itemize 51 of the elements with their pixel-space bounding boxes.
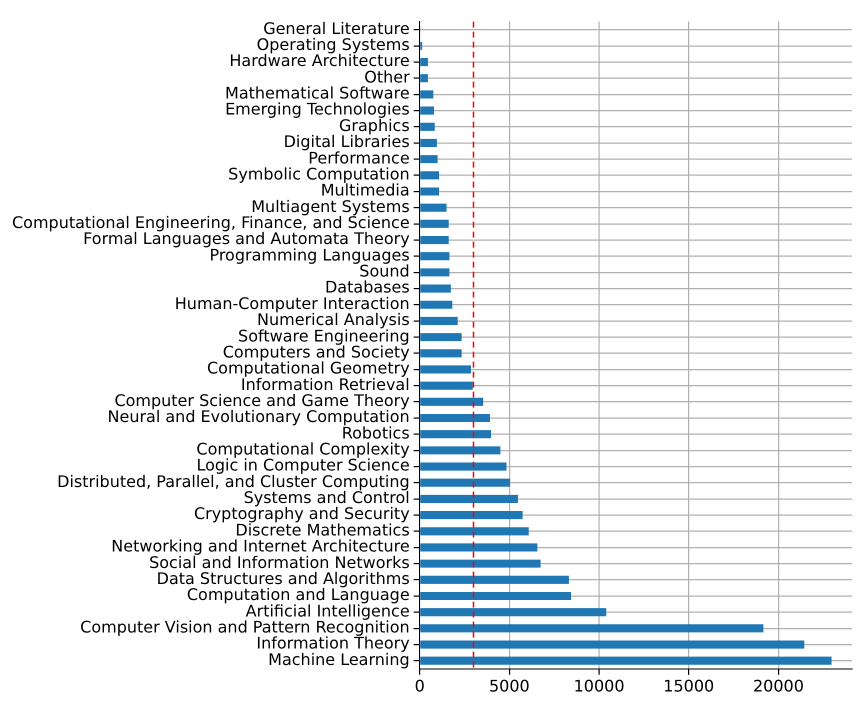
bar — [420, 640, 804, 649]
bar — [420, 560, 541, 568]
y-tick-label: Other — [364, 67, 410, 86]
bar — [420, 511, 523, 520]
bar — [420, 543, 538, 552]
bar — [420, 252, 450, 260]
bar — [420, 138, 437, 147]
x-tick-label: 15000 — [663, 676, 714, 696]
bar — [420, 656, 832, 665]
bar — [420, 349, 462, 358]
bar — [420, 122, 435, 131]
bar — [420, 527, 529, 536]
y-tick-label: Networking and Internet Architecture — [111, 536, 410, 556]
y-tick-label: Computational Complexity — [196, 440, 410, 459]
bar — [420, 155, 438, 164]
bar — [420, 592, 572, 600]
bar — [420, 430, 492, 438]
bar — [420, 365, 471, 374]
bar — [420, 106, 434, 115]
x-tick-label: 0 — [414, 676, 425, 696]
bar — [420, 171, 440, 180]
bar — [420, 236, 449, 244]
bar — [420, 316, 458, 325]
y-tick-label: Computer Science and Game Theory — [114, 390, 410, 410]
bar — [420, 300, 452, 309]
y-tick-label: Robotics — [342, 423, 410, 442]
bar — [420, 624, 764, 632]
bar — [420, 333, 462, 342]
x-tick-label: 5000 — [489, 676, 530, 696]
y-tick-label: General Literature — [263, 18, 410, 38]
bar — [420, 268, 450, 276]
x-tick-label: 10000 — [574, 676, 625, 696]
y-tick-label: Data Structures and Algorithms — [156, 568, 410, 588]
bar — [420, 462, 506, 471]
bar — [420, 187, 440, 196]
bar — [420, 382, 473, 390]
bar — [420, 284, 451, 293]
bar — [420, 414, 490, 422]
x-tick-label: 20000 — [752, 676, 804, 696]
y-tick-label: Operating Systems — [256, 35, 410, 54]
bar — [420, 446, 500, 454]
bar — [420, 90, 434, 98]
bar — [420, 608, 606, 616]
bar — [420, 494, 518, 503]
bar — [420, 398, 484, 406]
bar — [420, 576, 569, 584]
bar — [420, 220, 449, 228]
bar — [420, 478, 510, 487]
bar — [420, 58, 428, 66]
bar — [420, 204, 447, 212]
bar — [420, 74, 428, 82]
